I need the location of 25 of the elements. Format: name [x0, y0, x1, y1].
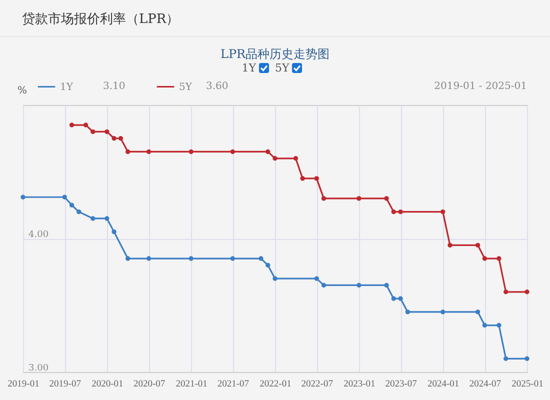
x-tick-label: 2024-01 [428, 380, 460, 390]
x-tick-label: 2023-01 [344, 380, 376, 390]
x-tick-label: 2024-07 [469, 380, 502, 390]
x-tick-label: 2021-07 [217, 380, 250, 390]
chart-title: 贷款市场报价利率（LPR） [22, 11, 180, 28]
x-tick-label: 2022-01 [260, 380, 292, 390]
y-tick-label: 4.00 [28, 230, 49, 240]
text: 2019-01 - 2025-01 [434, 81, 527, 92]
text: 3.10 [103, 81, 126, 92]
text: 5Y [275, 62, 290, 75]
x-tick-label: 2020-01 [92, 380, 124, 390]
x-tick-label: 2023-07 [385, 380, 418, 390]
x-tick-label: 2020-07 [133, 380, 166, 390]
legend-label: 1Y [60, 82, 74, 93]
x-tick-label: 2025-01 [512, 380, 544, 390]
y-tick-label: 3.00 [28, 364, 49, 374]
chart-subtitle: LPR品种历史走势图 [220, 47, 330, 61]
text: 1Y [242, 62, 256, 75]
y-axis-title: % [18, 86, 28, 96]
x-tick-label: 2019-07 [49, 380, 82, 390]
x-tick-label: 2022-07 [301, 380, 334, 390]
x-tick-label: 2021-01 [176, 380, 208, 390]
x-tick-label: 2019-01 [8, 380, 40, 390]
text: 3.60 [206, 81, 228, 92]
legend-label: 5Y [179, 82, 192, 93]
